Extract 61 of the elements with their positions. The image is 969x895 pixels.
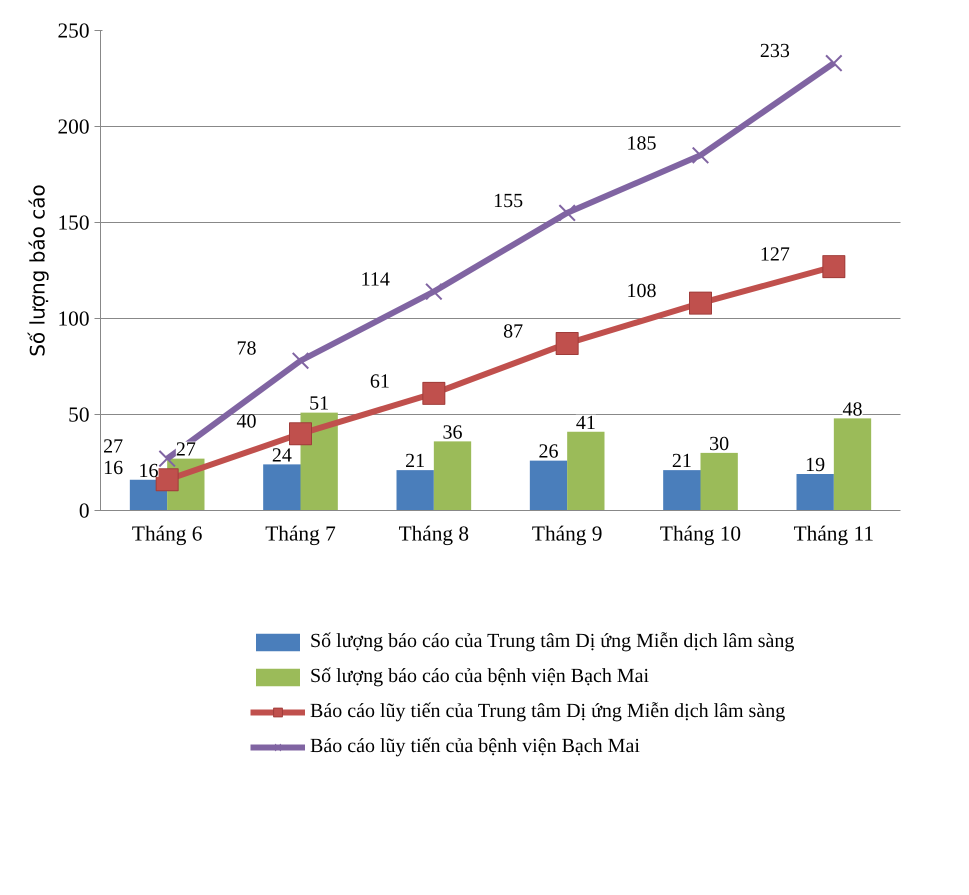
data-label: 40 bbox=[236, 410, 256, 433]
data-label: 21 bbox=[672, 450, 692, 472]
data-label: 61 bbox=[370, 370, 390, 392]
data-label: 24 bbox=[272, 444, 292, 466]
data-label: 185 bbox=[626, 132, 656, 154]
data-label: 16 bbox=[138, 460, 158, 482]
data-label: 36 bbox=[442, 421, 462, 444]
data-label: 41 bbox=[576, 412, 596, 434]
data-label: 87 bbox=[503, 320, 524, 342]
data-label: 16 bbox=[103, 456, 124, 479]
point bbox=[825, 54, 843, 72]
data-label: 27 bbox=[176, 438, 196, 461]
data-label: 27 bbox=[103, 436, 124, 458]
y-axis-title: Số lượng báo cáo bbox=[26, 184, 50, 357]
data-label: 233 bbox=[760, 40, 790, 62]
data-label: 114 bbox=[360, 268, 390, 291]
bar bbox=[434, 441, 472, 510]
y-tick-label: 200 bbox=[58, 114, 90, 138]
point bbox=[292, 352, 310, 370]
bar bbox=[663, 470, 700, 510]
x-tick-label: Tháng 9 bbox=[532, 522, 602, 546]
x-tick-label: Tháng 8 bbox=[398, 522, 470, 546]
data-label: 19 bbox=[805, 454, 826, 476]
data-label: 30 bbox=[709, 432, 730, 455]
bar bbox=[396, 470, 434, 510]
point bbox=[289, 422, 312, 446]
x-tick-label: Tháng 6 bbox=[132, 522, 203, 546]
legend-label: Báo cáo lũy tiến của bệnh viện Bạch Mai bbox=[310, 735, 640, 758]
bar bbox=[567, 432, 604, 510]
x-tick-label: Tháng 10 bbox=[660, 522, 742, 546]
y-tick-label: 250 bbox=[58, 18, 90, 42]
point bbox=[822, 255, 846, 278]
data-label: 127 bbox=[760, 244, 790, 266]
bar bbox=[796, 474, 834, 510]
data-label: 21 bbox=[405, 450, 426, 472]
data-label: 51 bbox=[309, 392, 330, 415]
point bbox=[422, 382, 446, 405]
x-tick-label: Tháng 11 bbox=[794, 522, 874, 546]
data-label: 108 bbox=[626, 280, 656, 302]
y-tick-label: 50 bbox=[68, 402, 90, 426]
bar bbox=[700, 452, 738, 510]
bar bbox=[834, 418, 872, 510]
y-tick-label: 0 bbox=[78, 498, 90, 522]
x-tick-label: Tháng 7 bbox=[265, 522, 336, 546]
y-tick-label: 100 bbox=[58, 306, 90, 330]
data-label: 26 bbox=[538, 440, 558, 463]
point bbox=[556, 332, 579, 355]
legend-label: Báo cáo lũy tiến của Trung tâm Dị ứng Miễn dịch lâm sàng bbox=[310, 700, 786, 723]
point bbox=[689, 292, 712, 315]
data-label: 78 bbox=[236, 338, 256, 360]
bar bbox=[263, 464, 300, 510]
data-label: 48 bbox=[842, 398, 862, 420]
bar bbox=[530, 460, 568, 510]
point bbox=[558, 204, 576, 222]
legend-label: Số lượng báo cáo của bệnh viện Bạch Mai bbox=[310, 665, 650, 688]
point bbox=[692, 146, 710, 164]
legend-label: Số lượng báo cáo của Trung tâm Dị ứng Miễn dịch lâm sàng bbox=[310, 630, 794, 653]
point bbox=[158, 450, 176, 468]
point bbox=[425, 282, 443, 300]
y-tick-label: 150 bbox=[58, 210, 90, 234]
data-label: 155 bbox=[493, 190, 524, 212]
